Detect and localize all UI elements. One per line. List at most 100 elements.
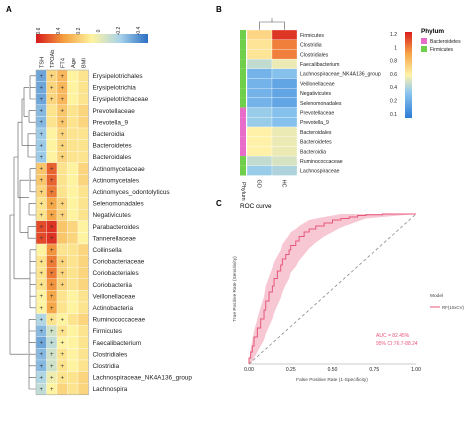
heatmap-a-cell	[77, 290, 89, 303]
significance-mark: +	[39, 317, 43, 323]
row-labels-a: Erysipelotrichales Erysipelotrichia Erysip…	[93, 73, 193, 393]
row-label-a: Coriobacteriales	[93, 270, 139, 277]
significance-mark: +	[39, 283, 43, 289]
heatmap-a-cell	[67, 371, 79, 384]
significance-mark: +	[39, 271, 43, 277]
heatmap-a-cell	[56, 174, 68, 187]
heatmap-a-cell	[67, 220, 79, 233]
significance-mark: +	[39, 97, 43, 103]
phylum-legend-swatch	[421, 38, 427, 44]
heatmap-a-cell	[35, 243, 47, 256]
heatmap-b-cell	[246, 126, 273, 137]
significance-mark: +	[50, 294, 54, 300]
heatmap-a-cell	[77, 93, 89, 105]
heatmap-a-cell	[56, 243, 68, 256]
significance-mark: +	[50, 375, 54, 381]
row-label-a: Clostridia	[93, 363, 120, 370]
row-label-a: Erysipelotrichia	[93, 85, 137, 92]
row-label-b: Lachnospiraceae	[300, 169, 340, 175]
significance-mark: +	[50, 201, 54, 207]
heatmap-a-cell	[77, 220, 89, 233]
heatmap-a-cell	[67, 232, 79, 245]
significance-mark: +	[60, 155, 64, 161]
significance-mark: +	[60, 352, 64, 358]
row-label-b: Clostridia	[300, 43, 322, 49]
row-label-a: Actinomyces_odontolyticus	[93, 189, 170, 196]
heatmap-a-cell	[67, 127, 79, 140]
significance-mark: +	[39, 143, 43, 149]
colorscale-b-tick: 0.8	[390, 59, 397, 65]
colorscale-b-tick: 0.6	[390, 72, 397, 78]
heatmap-a-cell	[67, 104, 79, 117]
heatmap-b-cell	[246, 155, 273, 166]
panel-label-c: C	[216, 199, 222, 208]
significance-mark: +	[39, 294, 43, 300]
heatmap-a-cell	[77, 383, 89, 395]
significance-mark: +	[39, 329, 43, 335]
phylum-annotation-cell	[240, 165, 246, 176]
heatmap-a-cell	[56, 301, 68, 314]
significance-mark: +	[50, 329, 54, 335]
colorscale-a	[36, 34, 148, 43]
significance-mark: +	[60, 201, 64, 207]
colorscale-a-tick: 0.6	[36, 27, 42, 34]
significance-mark: +	[50, 259, 54, 265]
colorscale-a-tick: -0.2	[116, 26, 122, 35]
row-label-b: Clostridiales	[300, 52, 329, 58]
panel-label-b: B	[216, 5, 222, 14]
row-label-b: Veillonellaceae	[300, 81, 335, 87]
column-label-a: TSH	[39, 57, 45, 68]
significance-mark: +	[60, 283, 64, 289]
significance-mark: +	[60, 120, 64, 126]
heatmap-b-cell	[246, 39, 273, 50]
heatmap-b-cell	[271, 39, 298, 50]
significance-mark: +	[39, 190, 43, 196]
column-label-a: TPOAb	[50, 50, 56, 68]
significance-mark: +	[60, 97, 64, 103]
row-label-b: Negativicutes	[300, 91, 332, 97]
row-label-a: Bacteroidales	[93, 154, 132, 161]
significance-mark: +	[60, 143, 64, 149]
heatmap-b-cell	[271, 49, 298, 60]
heatmap-b-cell	[271, 155, 298, 166]
row-label-b: Selenomonadales	[300, 101, 342, 107]
significance-mark: +	[60, 109, 64, 115]
significance-mark: +	[39, 306, 43, 312]
heatmap-a-cell	[77, 116, 89, 129]
phylum-annotation-cell	[240, 88, 246, 98]
colorscale-a-tick: 0.4	[56, 27, 62, 34]
heatmap-a-cell	[67, 174, 79, 187]
row-label-a: Collinsella	[93, 247, 123, 254]
row-label-a: Prevotella_9	[93, 119, 129, 126]
significance-mark: +	[50, 317, 54, 323]
row-label-a: Ruminococcaceae	[93, 317, 146, 324]
significance-mark: +	[50, 352, 54, 358]
heatmap-a-cell	[56, 220, 68, 233]
heatmap-a-cell	[67, 185, 79, 198]
significance-mark: +	[60, 317, 64, 323]
significance-mark: +	[60, 74, 64, 80]
significance-mark: +	[50, 364, 54, 370]
heatmap-a-cell	[56, 162, 68, 175]
significance-mark: +	[60, 259, 64, 265]
phylum-annotation-cell	[240, 78, 246, 89]
heatmap-a-cell	[67, 301, 79, 314]
heatmap-a-cell	[77, 267, 89, 279]
heatmap-b-cell	[271, 126, 298, 137]
heatmap-a-cell	[77, 104, 89, 117]
heatmap-a-cell	[67, 348, 79, 361]
significance-mark: +	[39, 178, 43, 184]
heatmap-a-cell	[67, 359, 79, 372]
heatmap-a-cell	[67, 255, 79, 268]
row-label-a: Lachnospira	[93, 386, 128, 393]
heatmap-a-cell	[67, 116, 79, 129]
heatmap-a-cell	[67, 290, 79, 303]
significance-mark: +	[50, 248, 54, 254]
panel-label-a: A	[6, 5, 12, 14]
heatmap-b-cell	[271, 136, 298, 147]
significance-mark: +	[39, 213, 43, 219]
roc-title: ROC curve	[240, 203, 272, 210]
column-label-b: GD	[256, 180, 262, 188]
roc-confidence-band	[249, 214, 416, 364]
heatmap-a-cell	[77, 127, 89, 140]
